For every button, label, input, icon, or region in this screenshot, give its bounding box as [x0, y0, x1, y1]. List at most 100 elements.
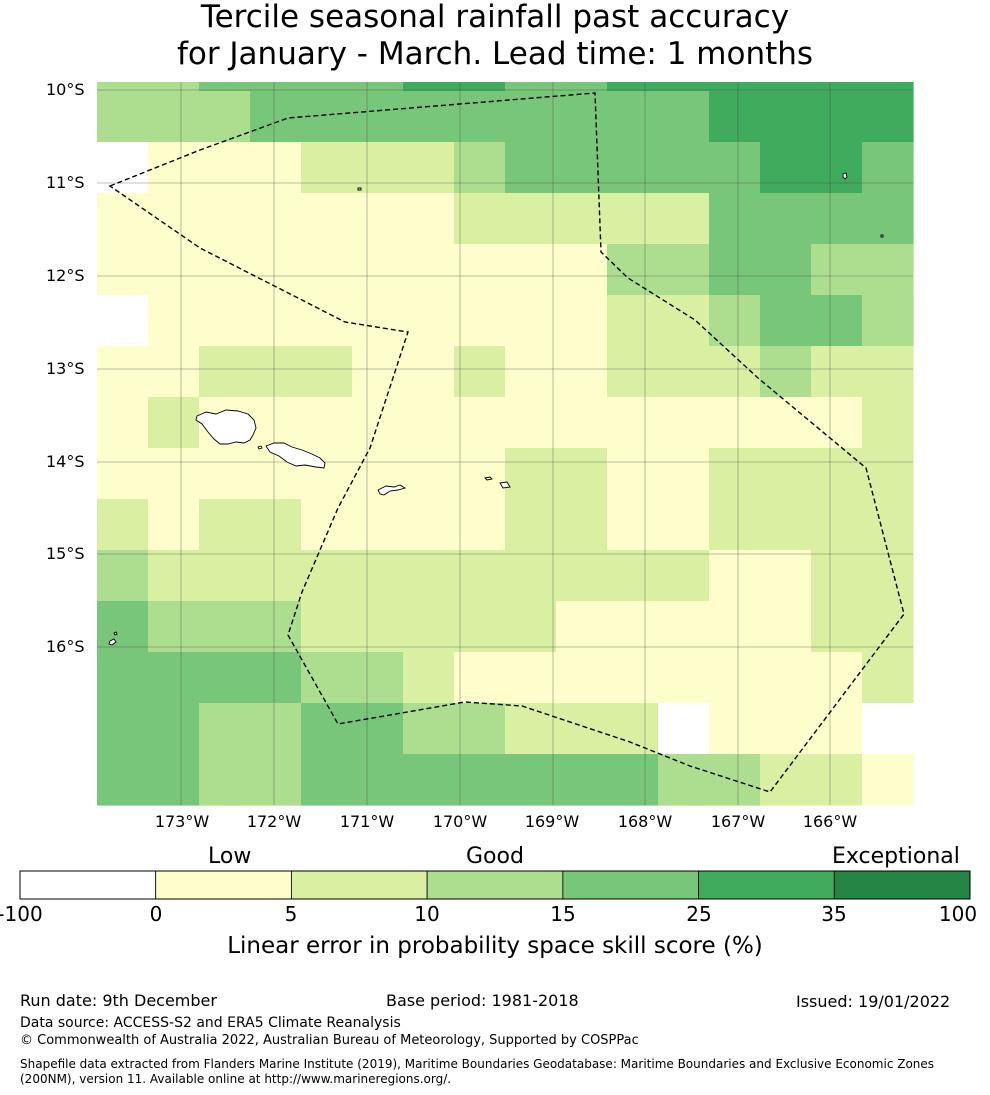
grid-cell: [760, 346, 812, 398]
colorbar-segment: [19, 870, 157, 900]
colorbar-tick-label: 35: [821, 902, 847, 926]
grid-cell: [760, 499, 812, 551]
grid-cell: [862, 652, 914, 704]
tokelau-atoll-1: [842, 172, 848, 180]
manono-islet: [257, 445, 263, 450]
grid-cell: [148, 754, 200, 806]
grid-cell: [862, 193, 914, 245]
grid-cell: [199, 295, 251, 347]
grid-cell: [199, 82, 251, 92]
grid-cell: [811, 244, 863, 296]
data-source: Data source: ACCESS-S2 and ERA5 Climate …: [20, 1015, 401, 1031]
lat-label: 15°S: [46, 544, 85, 563]
grid-cell: [403, 448, 455, 500]
grid-cell: [148, 82, 200, 92]
grid-cell: [709, 142, 761, 194]
swains-island: [357, 187, 362, 191]
grid-cell: [352, 244, 404, 296]
grid-cell: [250, 703, 302, 755]
grid-cell: [403, 82, 455, 92]
grid-cell: [862, 601, 914, 653]
grid-cell: [862, 244, 914, 296]
grid-cell: [658, 244, 710, 296]
grid-cell: [199, 499, 251, 551]
grid-cell: [199, 601, 251, 653]
grid-cell: [811, 754, 863, 806]
grid-cell: [607, 703, 659, 755]
grid-cell: [862, 754, 914, 806]
grid-cell: [811, 652, 863, 704]
grid-cell: [301, 652, 353, 704]
grid-cell: [352, 193, 404, 245]
colorbar-tick-label: 15: [550, 902, 576, 926]
grid-cell: [97, 82, 149, 92]
grid-cell: [97, 754, 149, 806]
grid-cell: [97, 142, 149, 194]
grid-cell: [199, 652, 251, 704]
grid-cell: [760, 295, 812, 347]
grid-cell: [301, 193, 353, 245]
grid-cell: [658, 601, 710, 653]
grid-cell: [811, 91, 863, 143]
colorbar-axis-label: Linear error in probability space skill …: [227, 933, 763, 959]
grid-cell: [148, 601, 200, 653]
grid-cell: [811, 499, 863, 551]
grid-cell: [454, 601, 506, 653]
grid-cell: [505, 550, 557, 602]
grid-cell: [658, 193, 710, 245]
grid-cell: [709, 397, 761, 449]
lon-label: 172°W: [246, 812, 302, 831]
grid-cell: [811, 550, 863, 602]
grid-cell: [607, 193, 659, 245]
grid-cell: [301, 754, 353, 806]
grid-cell: [658, 499, 710, 551]
grid-cell: [352, 601, 404, 653]
grid-cell: [811, 703, 863, 755]
grid-cell: [199, 448, 251, 500]
land-masses: [108, 172, 884, 646]
grid-cell: [760, 142, 812, 194]
grid-cell: [607, 601, 659, 653]
grid-cell: [709, 448, 761, 500]
grid-cell: [250, 82, 302, 92]
grid-cell: [607, 82, 659, 92]
grid-cell: [301, 82, 353, 92]
grid-cell: [352, 550, 404, 602]
grid-cell: [505, 754, 557, 806]
grid-cell: [403, 193, 455, 245]
grid-cell: [199, 244, 251, 296]
samoa-eez-boundary: [108, 92, 905, 793]
grid-cell: [811, 448, 863, 500]
grid-cell: [148, 193, 200, 245]
grid-cell: [454, 550, 506, 602]
grid-cell: [454, 91, 506, 143]
grid-cell: [658, 91, 710, 143]
grid-cell: [454, 754, 506, 806]
grid-cell: [148, 550, 200, 602]
tau-island: [499, 481, 511, 489]
colorbar-tick-label: 10: [414, 902, 440, 926]
grid-cell: [862, 499, 914, 551]
grid-cell: [760, 754, 812, 806]
grid-cell: [97, 346, 149, 398]
grid-cell: [556, 91, 608, 143]
grid-cell: [454, 142, 506, 194]
lon-label: 169°W: [524, 812, 580, 831]
legend-low-label: Low: [208, 844, 252, 869]
colorbar-tick-label: -100: [0, 902, 43, 926]
grid-cell: [607, 754, 659, 806]
grid-cell: [862, 346, 914, 398]
grid-cell: [760, 601, 812, 653]
grid-cell: [811, 193, 863, 245]
grid-cell: [811, 295, 863, 347]
grid-cell: [505, 703, 557, 755]
grid-cell: [301, 244, 353, 296]
grid-cell: [505, 601, 557, 653]
grid-cell: [760, 82, 812, 92]
grid-cell: [454, 244, 506, 296]
grid-cell: [862, 703, 914, 755]
grid-cell: [760, 397, 812, 449]
grid-cell: [301, 703, 353, 755]
grid-cell: [403, 601, 455, 653]
